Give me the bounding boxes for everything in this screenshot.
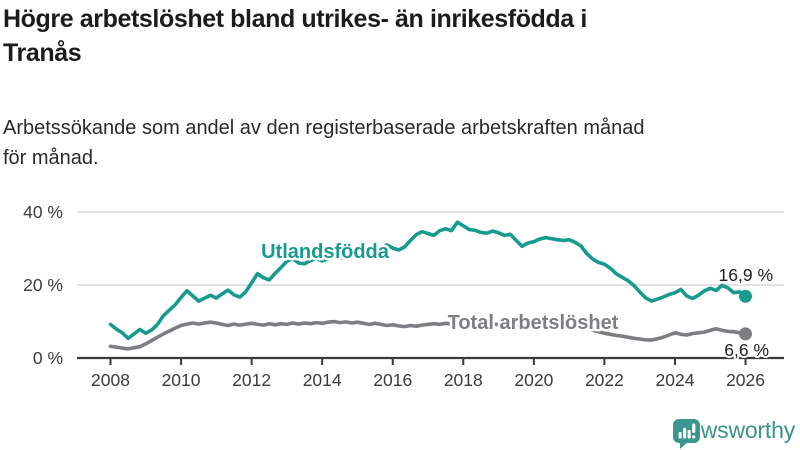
x-tick-label: 2008 [91,370,130,390]
x-tick-label: 2020 [514,370,553,390]
page-subtitle: Arbetssökande som andel av den registerb… [3,113,645,173]
series-end-value-utlandsf-dda: 16,9 % [719,265,773,285]
page-title: Högre arbetslöshet bland utrikes- än inr… [3,2,587,70]
gridlines [77,211,784,286]
x-tick-label: 2026 [726,370,765,390]
newsworthy-speech-bubble-chart-icon [672,419,700,449]
page-title-line-2: Tranås [3,39,82,67]
x-tick-label: 2012 [232,370,271,390]
x-tick-label: 2022 [585,370,624,390]
x-tick-label: 2024 [656,370,695,390]
y-tick-label: 20 % [23,275,63,295]
x-tick-label: 2016 [373,370,412,390]
page-subtitle-line-1: Arbetssökande som andel av den registerb… [3,117,645,139]
series-line-utlandsf-dda [108,220,748,341]
page-title-line-1: Högre arbetslöshet bland utrikes- än inr… [3,5,587,33]
newsworthy-logo: Newsworthy [672,417,795,449]
series-label-total-arbetsl-shet: Total arbetslöshet [448,312,619,334]
x-tick-label: 2018 [444,370,483,390]
y-tick-label: 40 % [23,202,63,222]
y-tick-label: 0 % [33,348,63,368]
x-tick-label: 2010 [162,370,201,390]
series-end-dot-total-arbetsl-shet [739,327,752,341]
page-subtitle-line-2: för månad. [3,147,99,169]
series-label-utlandsf-dda: Utlandsfödda [261,241,390,263]
series-lines [108,220,752,351]
series-line-total-arbetsl-shet [108,319,748,351]
x-tick-label: 2014 [303,370,342,390]
y-axis-labels: 0 % 20 % 40 % [23,202,63,368]
x-axis-ticks: 2008 2010 2012 2014 2016 2018 2020 2022 2024 2026 [91,358,765,390]
series-end-value-total-arbetsl-shet: 6,6 % [724,340,769,360]
series-annotations: Utlandsfödda 16,9 % Total arbetslöshet 6,6 … [259,239,775,363]
series-end-dot-utlandsf-dda [739,289,752,303]
